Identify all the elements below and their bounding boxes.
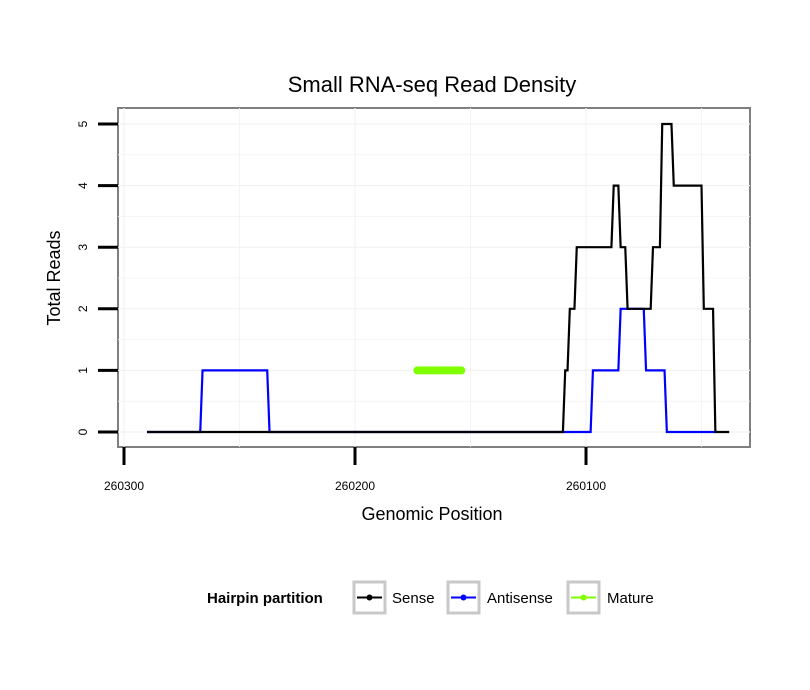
x-tick-label: 260200 <box>335 479 375 493</box>
legend-label-antisense: Antisense <box>487 590 553 607</box>
y-tick-label: 2 <box>76 305 90 312</box>
point-mature <box>457 366 466 375</box>
legend-label-sense: Sense <box>392 590 435 607</box>
series-line-sense <box>147 122 730 434</box>
legend-key-dot-mature <box>580 594 587 601</box>
legend-key-dot-sense <box>366 594 373 601</box>
y-tick-label: 0 <box>76 428 90 435</box>
x-axis-title: Genomic Position <box>361 504 502 524</box>
legend-title: Hairpin partition <box>207 590 323 607</box>
y-tick-label: 4 <box>76 182 90 189</box>
x-tick-label: 260300 <box>104 479 144 493</box>
series-line-antisense <box>147 307 716 434</box>
chart-title: Small RNA-seq Read Density <box>288 72 577 97</box>
legend-entry-mature: Mature <box>566 580 654 615</box>
plot-panel <box>117 107 751 448</box>
axes: 0 1 2 3 4 5 260300 260200 260100 <box>76 120 606 493</box>
y-tick-label: 5 <box>76 120 90 127</box>
legend-entry-antisense: Antisense <box>446 580 553 615</box>
legend: Hairpin partition Sense Antisense Mature <box>207 580 654 615</box>
y-axis-title: Total Reads <box>44 230 64 325</box>
legend-entry-sense: Sense <box>352 580 435 615</box>
x-tick-label: 260100 <box>566 479 606 493</box>
y-tick-label: 3 <box>76 244 90 251</box>
legend-label-mature: Mature <box>607 590 654 607</box>
series-layer <box>147 122 730 434</box>
legend-key-dot-antisense <box>460 594 467 601</box>
y-tick-label: 1 <box>76 367 90 374</box>
